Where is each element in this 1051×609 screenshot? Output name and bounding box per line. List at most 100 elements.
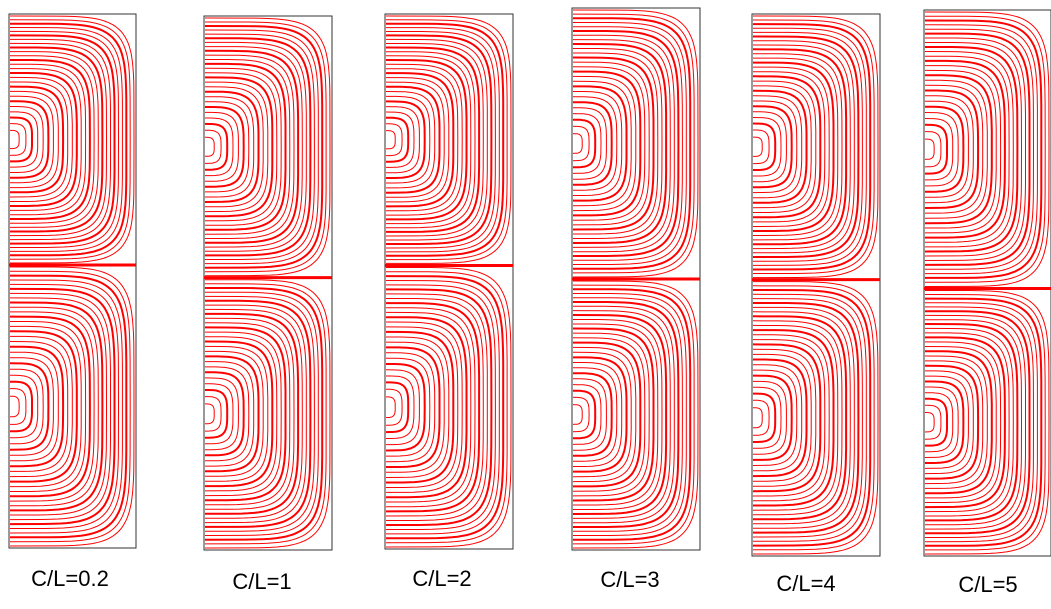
streamline [205,371,245,457]
streamline [572,346,637,483]
streamline [924,46,1019,253]
streamline [573,341,642,488]
streamline [9,301,104,512]
streamline [385,336,450,478]
streamline [924,360,984,485]
streamline [10,95,54,184]
streamline [9,81,69,198]
streamline [204,322,291,506]
streamline [385,59,468,221]
streamline [205,383,234,445]
streamline [752,23,872,271]
streamline [9,274,128,539]
streamline [573,17,692,270]
streamline [572,396,590,433]
streamline [752,19,875,274]
streamline [385,100,426,179]
streamline [386,396,396,418]
streamline [572,337,646,492]
streamline-panel [751,13,881,557]
streamline [572,133,583,154]
streamline [572,113,602,174]
streamline [385,280,500,535]
streamline [572,384,602,445]
streamline [385,63,463,216]
streamline [204,345,269,482]
streamline [385,321,463,493]
streamline [572,9,699,278]
streamline [925,59,1006,239]
streamline [9,330,78,483]
streamline [9,297,108,516]
streamline [9,34,116,245]
streamline [205,129,222,164]
streamline [924,123,948,175]
streamline [385,51,476,229]
streamline [924,15,1046,283]
streamline [924,375,969,469]
streamline [204,67,282,226]
streamline [572,61,650,226]
streamline [573,378,607,451]
streamline [9,51,99,228]
streamline [204,287,324,541]
streamline [385,85,441,194]
streamline [10,106,44,173]
streamline [924,32,1031,266]
streamline [385,46,481,233]
streamline [204,295,315,532]
streamline [204,377,239,451]
streamline [572,332,650,497]
streamline [753,80,817,213]
streamline [204,122,229,171]
streamline [205,136,215,157]
streamline [924,346,997,499]
streamline [9,315,91,498]
panel-frame [923,9,1051,557]
streamline [10,68,82,211]
streamline [204,326,287,502]
streamline [385,293,488,521]
streamline [204,33,315,260]
streamline [385,106,420,174]
streamline [386,346,441,468]
streamline [9,85,65,194]
streamline [572,80,632,207]
streamline [204,90,260,203]
streamline [385,316,468,499]
streamline [385,363,426,452]
streamline [573,107,607,180]
streamline [752,315,848,521]
streamline [204,25,324,269]
panel-frame [751,13,881,557]
streamline [10,345,65,468]
streamline [573,34,675,253]
streamline [924,69,997,229]
streamline [753,31,863,262]
streamline [9,266,135,547]
streamline [752,320,843,516]
streamline [573,389,597,440]
streamline [572,351,632,478]
streamline [752,44,851,250]
streamline [572,75,637,212]
streamline [386,375,415,439]
panel-label: C/L=0.2 [31,566,109,591]
streamline [9,30,120,248]
streamline [385,284,496,530]
streamline [204,312,300,515]
streamline [573,305,675,524]
streamline [924,370,974,475]
streamline [752,348,817,487]
streamline [385,55,472,225]
streamline [572,284,695,545]
streamline [572,404,583,425]
streamline [573,293,687,536]
streamline [573,85,628,202]
streamline [924,336,1006,509]
streamline [385,15,512,264]
streamline [752,117,782,177]
streamline [204,46,303,248]
streamline [573,301,680,528]
streamline [925,397,948,447]
